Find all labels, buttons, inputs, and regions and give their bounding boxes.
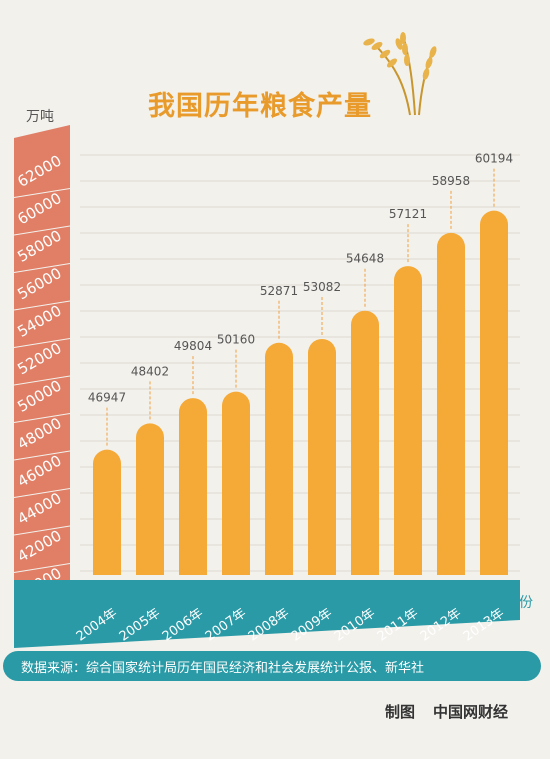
credit: 制图 中国网财经	[385, 701, 526, 722]
value-label: 49804	[174, 339, 212, 353]
bar-2010年	[351, 310, 379, 575]
credit-org: 中国网财经	[433, 703, 509, 721]
bar-2008年	[265, 342, 293, 575]
value-label: 60194	[475, 152, 513, 166]
value-label: 46947	[88, 391, 126, 405]
bar-2009年	[308, 338, 337, 575]
y-tick-separator	[13, 300, 71, 311]
source-banner: 数据来源：综合国家统计局历年国民经济和社会发展统计公报、新华社	[3, 651, 541, 681]
bar-2005年	[136, 423, 164, 575]
bar-2012年	[437, 232, 465, 575]
value-label: 52871	[260, 284, 298, 298]
credit-label: 制图	[385, 703, 416, 721]
y-tick-separator	[13, 450, 71, 461]
y-tick-separator	[13, 525, 71, 536]
bar-2011年	[394, 266, 422, 575]
y-axis-unit: 万吨	[26, 109, 54, 125]
value-label: 57121	[389, 207, 427, 221]
wheat-icon	[363, 32, 437, 116]
y-tick-separator	[13, 263, 71, 273]
y-tick-separator	[13, 338, 71, 348]
y-tick-separator	[13, 488, 71, 498]
y-tick-separator	[13, 413, 71, 423]
y-tick-separator	[13, 375, 71, 386]
y-axis-ribbon	[14, 125, 70, 600]
bar-2013年	[480, 210, 508, 575]
value-label: 50160	[217, 333, 255, 347]
bar-2006年	[179, 398, 207, 575]
y-tick-separator	[13, 188, 71, 198]
x-axis-unit: 年份	[505, 595, 533, 611]
value-label: 58958	[432, 174, 470, 188]
bar-2007年	[222, 391, 250, 575]
chart-title: 我国历年粮食产量	[148, 91, 372, 122]
bar-2004年	[93, 449, 122, 575]
value-label: 54648	[346, 252, 384, 266]
source-text: 数据来源：综合国家统计局历年国民经济和社会发展统计公报、新华社	[21, 661, 425, 676]
y-tick-separator	[13, 563, 71, 573]
y-tick-separator	[13, 225, 71, 236]
x-axis-ribbon-lower	[14, 585, 520, 648]
value-label: 53082	[303, 280, 341, 294]
value-label: 48402	[131, 364, 169, 378]
